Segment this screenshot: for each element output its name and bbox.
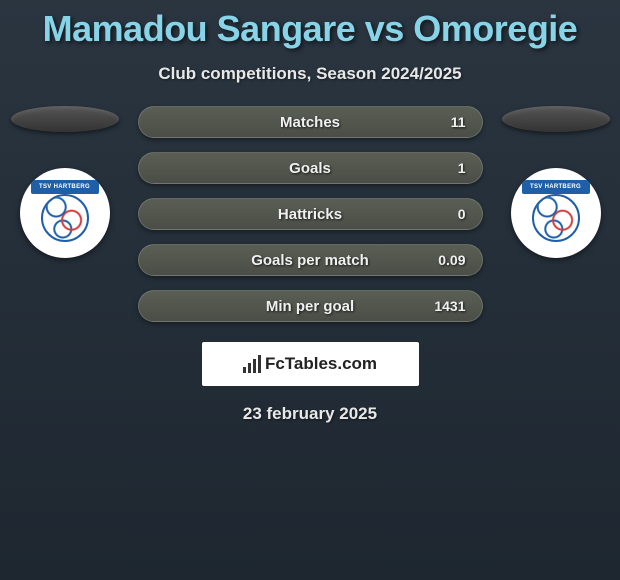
player-left-column: TSV HARTBERG xyxy=(10,106,120,258)
stat-value: 11 xyxy=(451,114,466,130)
badge-ribbon-right: TSV HARTBERG xyxy=(522,180,590,194)
badge-ball-right xyxy=(532,194,580,242)
main-row: TSV HARTBERG Matches 11 Goals 1 Hattrick… xyxy=(0,106,620,322)
stat-row-hattricks: Hattricks 0 xyxy=(138,198,483,230)
stat-label: Goals xyxy=(289,160,331,177)
stat-label: Min per goal xyxy=(266,298,354,315)
page-title: Mamadou Sangare vs Omoregie xyxy=(0,0,620,50)
badge-ball-left xyxy=(41,194,89,242)
stat-label: Goals per match xyxy=(251,252,369,269)
player-photo-placeholder-right xyxy=(502,106,610,132)
player-right-column: TSV HARTBERG xyxy=(501,106,611,258)
date: 23 february 2025 xyxy=(0,404,620,424)
subtitle: Club competitions, Season 2024/2025 xyxy=(0,64,620,84)
stat-value: 1431 xyxy=(434,298,465,314)
stat-value: 1 xyxy=(458,160,466,176)
chart-icon xyxy=(243,355,261,373)
watermark-text: FcTables.com xyxy=(265,354,377,374)
stat-value: 0.09 xyxy=(438,252,465,268)
stat-label: Hattricks xyxy=(278,206,342,223)
stats-column: Matches 11 Goals 1 Hattricks 0 Goals per… xyxy=(138,106,483,322)
stat-value: 0 xyxy=(458,206,466,222)
stat-row-goals: Goals 1 xyxy=(138,152,483,184)
watermark: FcTables.com xyxy=(202,342,419,386)
stat-row-goals-per-match: Goals per match 0.09 xyxy=(138,244,483,276)
stat-row-matches: Matches 11 xyxy=(138,106,483,138)
stat-row-min-per-goal: Min per goal 1431 xyxy=(138,290,483,322)
stat-label: Matches xyxy=(280,114,340,131)
player-photo-placeholder-left xyxy=(11,106,119,132)
club-badge-right: TSV HARTBERG xyxy=(511,168,601,258)
badge-ribbon-left: TSV HARTBERG xyxy=(31,180,99,194)
club-badge-left: TSV HARTBERG xyxy=(20,168,110,258)
